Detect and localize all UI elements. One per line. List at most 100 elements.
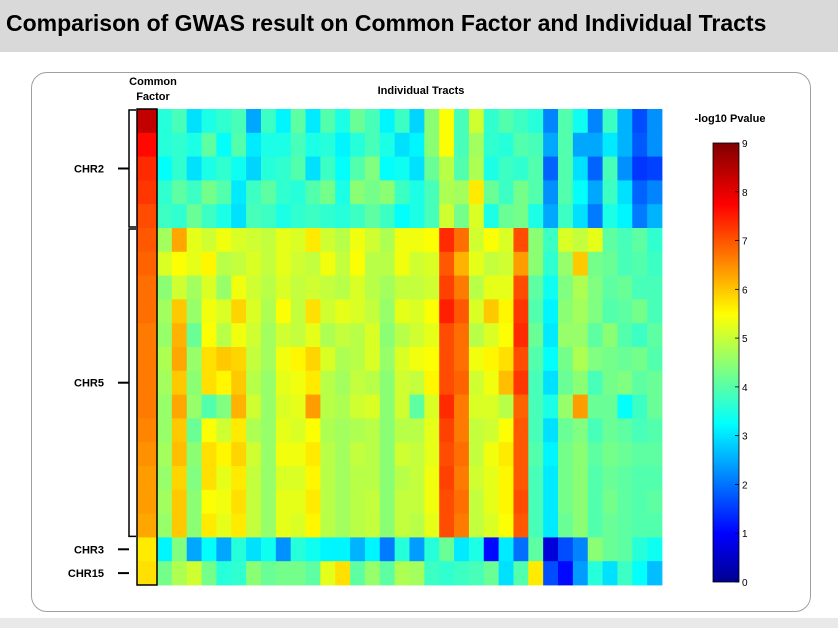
- heatmap-cell: [632, 347, 648, 372]
- heatmap-cell: [647, 442, 663, 467]
- heatmap-cell: [632, 489, 648, 514]
- heatmap-cell: [275, 275, 292, 300]
- heatmap-cell: [186, 347, 202, 372]
- heatmap-cell: [632, 561, 648, 586]
- heatmap-cell: [498, 251, 514, 276]
- heatmap-cell: [350, 109, 366, 134]
- heatmap-cell: [320, 156, 336, 181]
- heatmap-cell: [379, 251, 396, 276]
- heatmap-cell: [632, 156, 648, 181]
- heatmap-cell: [364, 180, 381, 205]
- heatmap-cell: [350, 228, 366, 253]
- heatmap-cell: [186, 489, 202, 514]
- heatmap-cell: [186, 251, 202, 276]
- heatmap-cell: [587, 180, 603, 205]
- heatmap-cell: [275, 323, 292, 348]
- heatmap-cell: [617, 418, 633, 443]
- heatmap-cell: [439, 323, 455, 348]
- heatmap-cell: [350, 442, 366, 467]
- heatmap-cell: [379, 394, 396, 419]
- heatmap-cell: [379, 228, 396, 253]
- heatmap-cell: [201, 561, 217, 586]
- heatmap-cell: [543, 394, 559, 419]
- heatmap-cell: [231, 228, 247, 253]
- heatmap-cell: [617, 204, 633, 229]
- heatmap-cell: [246, 537, 262, 562]
- heatmap-cell: [528, 275, 544, 300]
- heatmap-cell: [364, 418, 381, 443]
- heatmap-cell: [572, 156, 589, 181]
- heatmap-cell: [364, 394, 381, 419]
- colorbar: -log10 Pvalue 0 1 2 3 4 5 6 7 8 9: [695, 113, 766, 589]
- heatmap-cell: [350, 513, 366, 538]
- heatmap-cell: [394, 180, 410, 205]
- heatmap-cell: [602, 418, 618, 443]
- heatmap-cell: [379, 204, 396, 229]
- heatmap-cell: [543, 228, 559, 253]
- heatmap-cell: [216, 466, 232, 491]
- heatmap-cell: [587, 275, 603, 300]
- heatmap-cell: [216, 370, 232, 395]
- heatmap-cell: [424, 394, 440, 419]
- heatmap-cell: [439, 489, 455, 514]
- heatmap-cell: [335, 228, 351, 253]
- heatmap-cell: [335, 204, 351, 229]
- heatmap-cell: [632, 418, 648, 443]
- heatmap-cell: [513, 180, 529, 205]
- heatmap-cell: [350, 180, 366, 205]
- heatmap-cell: [201, 513, 217, 538]
- heatmap-cell: [335, 370, 351, 395]
- heatmap-cell: [647, 370, 663, 395]
- heatmap-cell: [558, 513, 574, 538]
- heatmap-cell: [587, 109, 603, 134]
- heatmap-cell: [558, 394, 574, 419]
- heatmap-cell: [364, 156, 381, 181]
- colorbar-tick-label: 2: [742, 480, 748, 491]
- heatmap-cell: [246, 251, 262, 276]
- heatmap-cell: [201, 251, 217, 276]
- heatmap-cell: [171, 489, 188, 514]
- heatmap-cell: [558, 299, 574, 324]
- heatmap-cell: [587, 299, 603, 324]
- heatmap-cell: [231, 132, 247, 157]
- heatmap-cell: [647, 323, 663, 348]
- heatmap-cell: [454, 228, 470, 253]
- heatmap-cell: [424, 156, 440, 181]
- heatmap-cell: [468, 275, 485, 300]
- heatmap-cell: [498, 489, 514, 514]
- heatmap-cell: [572, 251, 589, 276]
- heatmap-cell: [335, 347, 351, 372]
- heatmap-cell: [157, 299, 173, 324]
- heatmap-cell: [335, 489, 351, 514]
- heatmap-cell: [305, 347, 321, 372]
- heatmap-cell: [157, 275, 173, 300]
- heatmap-cell: [439, 442, 455, 467]
- heatmap-cell: [201, 370, 217, 395]
- heatmap-cell: [186, 466, 202, 491]
- heatmap-cell: [483, 132, 500, 157]
- heatmap-cell: [335, 466, 351, 491]
- heatmap-cell: [468, 204, 485, 229]
- heatmap-cell: [454, 370, 470, 395]
- heatmap-cell: [231, 299, 247, 324]
- heatmap-cell: [201, 109, 217, 134]
- heatmap-cell: [632, 394, 648, 419]
- heatmap-cell: [617, 513, 633, 538]
- heatmap-cell: [260, 156, 277, 181]
- heatmap-cell: [558, 561, 574, 586]
- heatmap-cell: [379, 180, 396, 205]
- heatmap-cell: [468, 394, 485, 419]
- heatmap-cell: [498, 466, 514, 491]
- heatmap-cell: [617, 299, 633, 324]
- heatmap-cell: [454, 347, 470, 372]
- heatmap-cell: [157, 228, 173, 253]
- heatmap-cell: [260, 466, 277, 491]
- colorbar-tick-label: 5: [742, 334, 748, 345]
- heatmap-cell: [483, 418, 500, 443]
- heatmap-cell: [394, 418, 410, 443]
- heatmap-cell: [468, 228, 485, 253]
- heatmap-cell: [483, 323, 500, 348]
- heatmap-cell: [513, 299, 529, 324]
- heatmap-cell: [305, 180, 321, 205]
